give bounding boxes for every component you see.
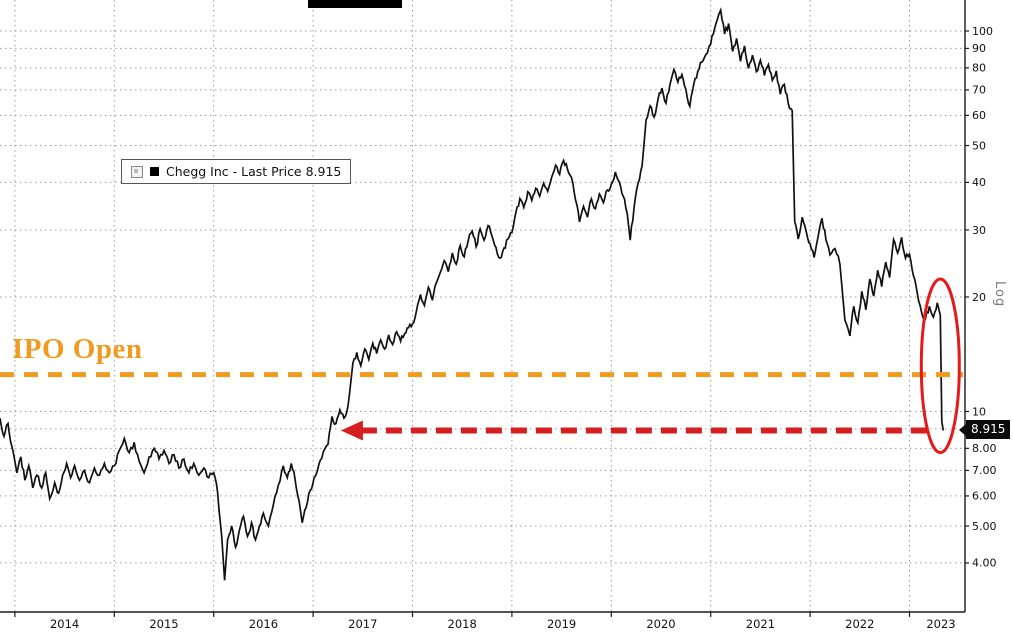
price-line-series	[0, 6, 945, 581]
legend-label: Chegg Inc - Last Price 8.915	[166, 164, 342, 179]
y-axis-scale-label[interactable]: Log	[992, 281, 1007, 308]
x-tick-label: 2017	[348, 617, 377, 631]
y-tick-label: 30	[972, 224, 986, 237]
y-tick-label: 20	[972, 291, 986, 304]
x-tick-label: 2022	[845, 617, 874, 631]
y-tick-label: 6.00	[972, 490, 997, 503]
chart-annotations	[0, 277, 963, 455]
crash-arrow-head-icon	[340, 420, 363, 441]
ipo-open-label: IPO Open	[12, 333, 143, 365]
cropped-title-remnant	[308, 0, 402, 8]
y-tick-label: 5.00	[972, 520, 997, 533]
x-tick-label: 2015	[149, 617, 178, 631]
y-tick-label: 40	[972, 176, 986, 189]
legend-expand-icon[interactable]	[131, 165, 143, 178]
x-tick-label: 2021	[746, 617, 775, 631]
y-tick-label: 90	[972, 42, 986, 55]
y-tick-label: 7.00	[972, 464, 997, 477]
y-tick-label: 8.00	[972, 442, 997, 455]
y-tick-label: 50	[972, 139, 986, 152]
series-legend[interactable]: Chegg Inc - Last Price 8.915	[121, 159, 352, 184]
y-tick-label: 4.00	[972, 557, 997, 570]
chart-gridlines	[0, 0, 965, 612]
chart-axes: 1009080706050403020109.008.007.006.005.0…	[0, 0, 997, 631]
x-tick-label: 2023	[926, 617, 955, 631]
x-tick-label: 2014	[50, 617, 79, 631]
x-tick-label: 2016	[249, 617, 278, 631]
y-tick-label: 10	[972, 405, 986, 418]
y-tick-label: 100	[972, 25, 993, 38]
x-tick-label: 2018	[448, 617, 477, 631]
x-tick-label: 2019	[547, 617, 576, 631]
y-tick-label: 60	[972, 109, 986, 122]
crash-highlight-ellipse	[919, 277, 961, 455]
x-tick-label: 2020	[646, 617, 675, 631]
last-price-badge: 8.915	[958, 420, 1011, 439]
series-swatch-icon	[150, 167, 159, 176]
y-tick-label: 80	[972, 62, 986, 75]
price-line	[0, 6, 945, 581]
y-tick-label: 70	[972, 84, 986, 97]
